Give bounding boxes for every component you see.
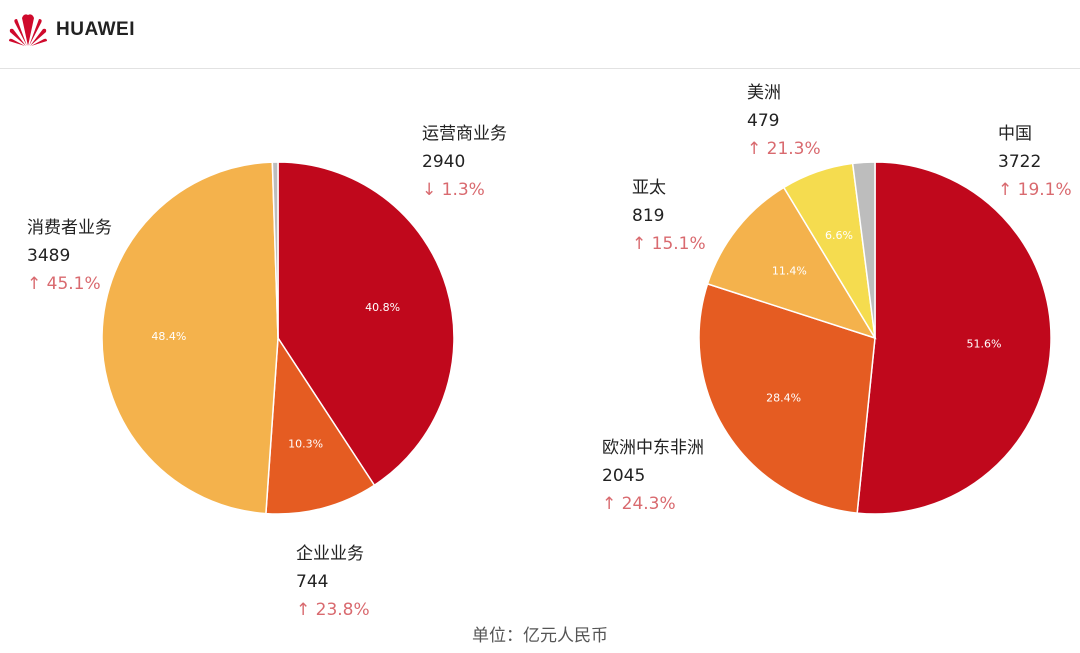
slice-label-china: 中国 3722 ↑ 19.1%: [998, 120, 1072, 204]
slice-percent-label: 48.4%: [151, 330, 186, 343]
slice-label-carrier: 运营商业务 2940 ↓ 1.3%: [422, 120, 507, 204]
slice-label-enterprise: 企业业务 744 ↑ 23.8%: [296, 540, 370, 624]
slice-label-value: 2940: [422, 152, 466, 172]
slice-label-change: ↑ 23.8%: [296, 600, 370, 620]
slice-label-consumer: 消费者业务 3489 ↑ 45.1%: [27, 214, 112, 298]
header-bar: HUAWEI: [0, 0, 1080, 69]
pie-slice: [265, 335, 376, 515]
pie-slice: [698, 282, 876, 514]
slice-label-change: ↑ 24.3%: [602, 494, 676, 514]
slice-label-value: 744: [296, 572, 329, 592]
slice-label-change: ↑ 45.1%: [27, 274, 101, 294]
slice-label-name: 亚太: [632, 178, 666, 198]
slice-label-emea: 欧洲中东非洲 2045 ↑ 24.3%: [602, 434, 704, 518]
slice-label-name: 美洲: [747, 83, 781, 103]
pie-slice: [101, 161, 279, 515]
slice-label-name: 企业业务: [296, 544, 364, 564]
unit-note: 单位：亿元人民币: [472, 626, 608, 646]
slice-label-change: ↓ 1.3%: [422, 180, 485, 200]
slice-label-name: 运营商业务: [422, 124, 507, 144]
slice-label-value: 819: [632, 206, 665, 226]
slice-label-value: 479: [747, 111, 780, 131]
slice-label-value: 3722: [998, 152, 1042, 172]
slice-label-name: 中国: [998, 124, 1032, 144]
huawei-logo-icon: [9, 14, 47, 46]
pie-slice: [271, 161, 279, 339]
slice-percent-label: 28.4%: [766, 392, 801, 405]
slice-label-americas: 美洲 479 ↑ 21.3%: [747, 79, 821, 163]
slice-label-change: ↑ 15.1%: [632, 234, 706, 254]
slice-label-apac: 亚太 819 ↑ 15.1%: [632, 174, 706, 258]
slice-label-value: 3489: [27, 246, 71, 266]
slice-percent-label: 10.3%: [288, 438, 323, 451]
slice-percent-label: 11.4%: [772, 264, 807, 277]
slice-percent-label: 51.6%: [967, 338, 1002, 351]
pie-slice: [851, 161, 876, 339]
slice-label-change: ↑ 19.1%: [998, 180, 1072, 200]
slice-label-change: ↑ 21.3%: [747, 139, 821, 159]
slice-label-value: 2045: [602, 466, 646, 486]
brand-name: HUAWEI: [56, 19, 135, 40]
slice-label-name: 欧洲中东非洲: [602, 438, 704, 458]
slice-percent-label: 6.6%: [825, 229, 853, 242]
pie-slice: [706, 186, 877, 340]
slice-percent-label: 40.8%: [365, 301, 400, 314]
slice-label-name: 消费者业务: [27, 218, 112, 238]
pie-slice: [856, 161, 1052, 515]
